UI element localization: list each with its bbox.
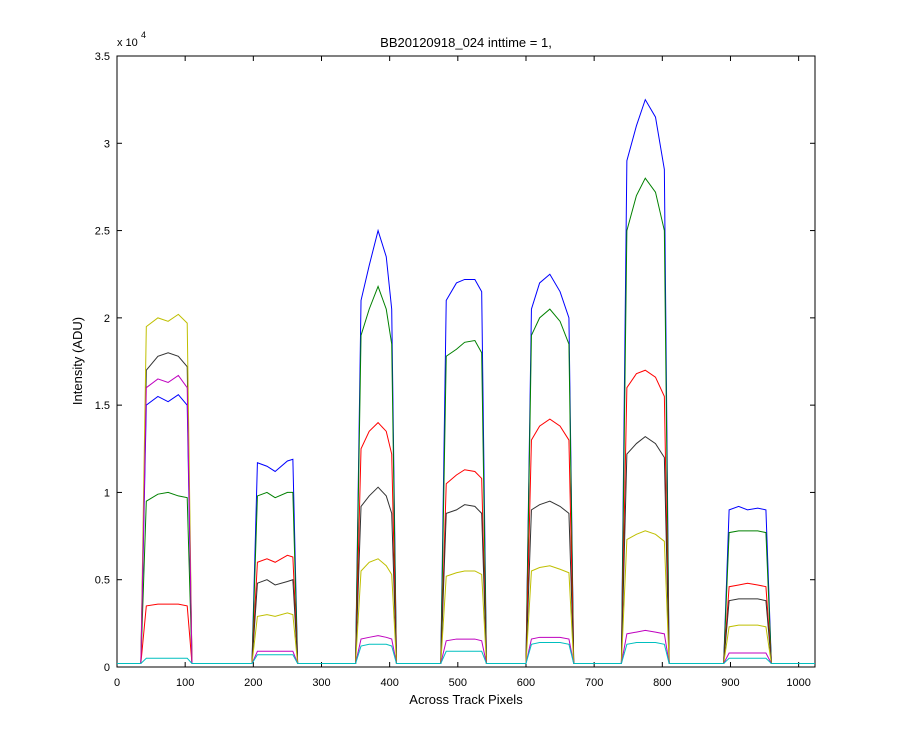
x-tick-label: 100 [176,677,194,689]
x-tick-label: 800 [653,677,671,689]
y-axis-label: Intensity (ADU) [70,317,85,405]
x-tick-label: 1000 [786,677,810,689]
x-axis-label: Across Track Pixels [409,692,523,707]
y-tick-label: 2 [104,313,110,325]
data-line [117,352,815,665]
y-tick-label: 1 [104,487,110,499]
y-tick-label: 2.5 [95,226,110,238]
chart-title: BB20120918_024 inttime = 1, [380,35,552,50]
data-line [117,642,815,665]
x-tick-label: 600 [517,677,535,689]
data-line [117,177,815,665]
x-tick-label: 700 [585,677,603,689]
x-tick-label: 300 [312,677,330,689]
y-multiplier-exponent: 4 [141,30,146,40]
y-tick-label: 3 [104,138,110,150]
y-tick-label: 3.5 [95,51,110,63]
x-tick-label: 0 [114,677,120,689]
data-line [117,313,815,665]
axes-box [116,55,816,668]
data-line [117,374,815,665]
y-multiplier: x 10 [117,37,138,49]
x-tick-label: 200 [244,677,262,689]
y-tick-label: 0.5 [95,575,110,587]
x-tick-label: 400 [380,677,398,689]
x-tick-label: 500 [449,677,467,689]
x-tick-label: 900 [721,677,739,689]
y-tick-label: 0 [104,662,110,674]
y-tick-label: 1.5 [95,400,110,412]
